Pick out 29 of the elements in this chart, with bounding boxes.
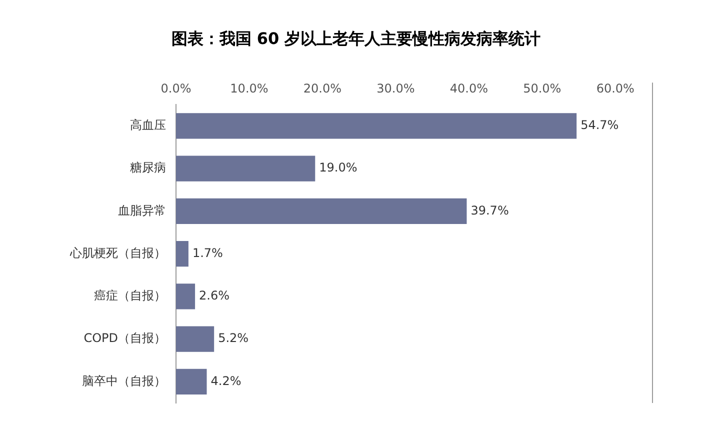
bar	[176, 284, 196, 310]
y-tick-label: 高血压	[130, 118, 166, 132]
data-label: 2.6%	[199, 288, 230, 303]
data-label: 4.2%	[210, 374, 242, 388]
x-tick-label: 30.0%	[376, 82, 415, 96]
bar	[176, 326, 214, 352]
x-tick-label: 20.0%	[303, 82, 342, 96]
bar	[176, 113, 577, 139]
y-tick-label: 糖尿病	[130, 160, 166, 175]
data-label: 5.2%	[218, 331, 249, 346]
x-tick-label: 0.0%	[160, 82, 192, 96]
x-tick-label: 10.0%	[230, 82, 268, 96]
y-tick-label: 癌症（自报）	[94, 288, 166, 303]
y-tick-label: 血脂异常	[118, 203, 166, 218]
y-tick-label: COPD（自报）	[84, 331, 166, 346]
x-tick-label: 50.0%	[523, 82, 562, 96]
bar	[176, 156, 316, 182]
x-tick-label: 60.0%	[596, 82, 634, 96]
bar	[176, 198, 467, 224]
chart-title: 图表：我国 60 岁以上老年人主要慢性病发病率统计	[171, 28, 541, 48]
bar	[176, 368, 207, 394]
data-label: 39.7%	[470, 203, 509, 218]
bar	[176, 241, 188, 267]
data-label: 19.0%	[319, 160, 358, 175]
y-tick-label: 脑卒中（自报）	[82, 374, 166, 388]
data-label: 54.7%	[580, 118, 619, 132]
y-tick-label: 心肌梗死（自报）	[69, 246, 166, 260]
x-tick-label: 40.0%	[450, 82, 488, 96]
data-label: 1.7%	[192, 246, 223, 260]
